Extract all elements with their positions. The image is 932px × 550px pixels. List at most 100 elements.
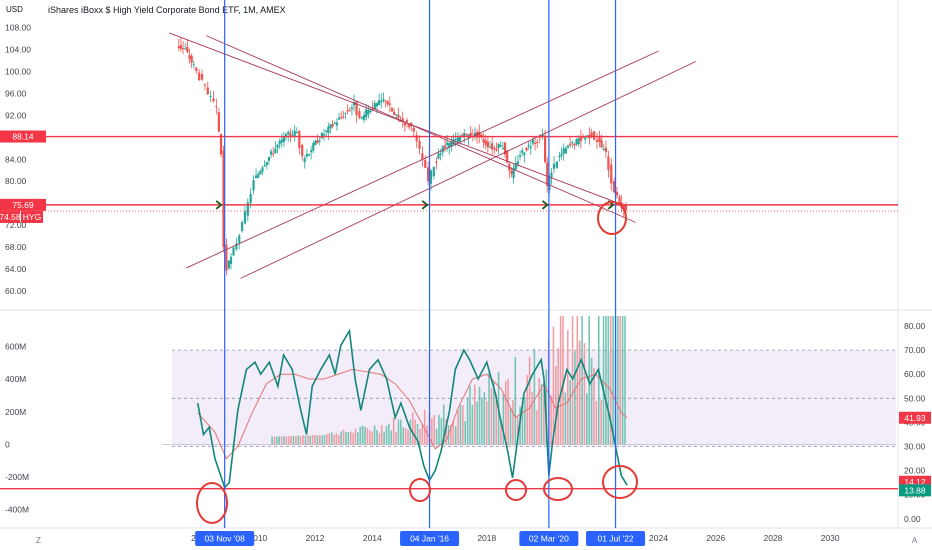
candle-body [348, 110, 351, 112]
candle-body [261, 167, 264, 172]
candle-body [397, 114, 400, 118]
candle-body [450, 141, 453, 147]
candle-body [295, 132, 298, 134]
candle-body [352, 101, 356, 106]
candle-body [285, 133, 288, 136]
candle-body [469, 132, 472, 137]
candle-body [241, 222, 244, 231]
price-tick-label: 72.00 [5, 220, 27, 230]
candle-body [482, 139, 485, 143]
currency-label: USD [6, 5, 23, 14]
volume-bar [555, 366, 557, 445]
candle-body [575, 139, 578, 145]
volume-bar [347, 432, 350, 445]
candle-body [454, 138, 457, 140]
oscillator-tick-label: 0.00 [904, 514, 921, 524]
candle-body [186, 46, 189, 53]
candle-body [573, 143, 576, 146]
oscillator-tick-label: 30.00 [904, 442, 926, 452]
candle-body [403, 121, 406, 126]
volume-bar [316, 435, 319, 445]
volume-bar [390, 430, 393, 445]
volume-bar [464, 421, 467, 445]
volume-bar [392, 417, 395, 445]
corner-left-label[interactable]: Z [36, 536, 41, 545]
candle-body [181, 48, 185, 50]
candle-body [301, 144, 304, 157]
volume-bar [345, 432, 347, 445]
candle-body [552, 163, 556, 169]
candle-body [478, 131, 481, 138]
price-level-badge [0, 198, 46, 211]
candle-body [362, 114, 366, 120]
candle-body [590, 132, 593, 138]
candle-body [373, 103, 376, 110]
price-tick-label: 80.00 [5, 176, 27, 186]
price-tick-label: 96.00 [5, 88, 27, 98]
candle-body [346, 110, 349, 112]
candle-body [225, 244, 228, 271]
candle-body [222, 150, 225, 248]
candle-body [584, 137, 587, 140]
volume-bar [535, 410, 538, 445]
volume-bar [366, 428, 369, 445]
candle-body [607, 156, 610, 171]
candle-body [276, 144, 279, 148]
volume-bar [562, 316, 564, 445]
time-tick-label: 2012 [306, 533, 325, 543]
volume-bar [285, 436, 288, 445]
volume-bar [388, 423, 390, 445]
volume-bar [314, 434, 316, 445]
corner-right-label[interactable]: A [912, 536, 918, 545]
volume-bar [533, 348, 536, 445]
candle-body [602, 148, 605, 151]
oscillator-circle-annotation [196, 482, 228, 524]
volume-bar [509, 408, 512, 445]
volume-bar [318, 434, 321, 445]
trend-line [168, 32, 628, 207]
candle-body [555, 161, 558, 168]
volume-bar [619, 316, 622, 445]
candle-body [510, 170, 513, 174]
volume-bar [304, 435, 307, 445]
candle-body [473, 132, 477, 137]
candle-body [536, 141, 539, 144]
oscillator-circle-annotation [505, 479, 527, 501]
oscillator-badge-text: 13.88 [904, 485, 926, 495]
candle-body [458, 137, 462, 142]
price-tick-label: 92.00 [5, 110, 27, 120]
volume-bar [442, 404, 445, 445]
volume-bar [543, 388, 545, 445]
candle-body [305, 154, 308, 157]
candle-body [493, 147, 496, 149]
candle-body [380, 100, 383, 103]
axes: 108.00104.00100.0096.0092.0088.0084.0080… [5, 22, 926, 543]
volume-bar [395, 431, 397, 445]
volume-bar [512, 400, 514, 445]
candle-body [562, 148, 565, 154]
volume-bar [414, 419, 416, 445]
candle-body [184, 48, 187, 50]
candle-body [312, 143, 315, 151]
volume-bar [330, 432, 333, 445]
candle-body [293, 130, 296, 137]
candle-body [615, 191, 619, 196]
candle-body [246, 202, 249, 216]
volume-bar [559, 316, 562, 445]
oscillator-tick-label: 70.00 [904, 345, 926, 355]
candle-body [525, 147, 528, 151]
time-tick-label: 2026 [706, 533, 725, 543]
volume-bar [600, 400, 602, 445]
volume-bar [586, 393, 588, 445]
volume-bar [371, 431, 374, 445]
candle-body [514, 163, 517, 170]
time-tick-label: 2018 [477, 533, 496, 543]
volume-bar [540, 383, 543, 445]
candle-body [529, 146, 532, 149]
candle-body [280, 139, 283, 143]
time-marker-pill [586, 531, 646, 546]
candle-body [598, 137, 601, 143]
oscillator-badge [899, 411, 931, 424]
candle-body [613, 181, 616, 193]
